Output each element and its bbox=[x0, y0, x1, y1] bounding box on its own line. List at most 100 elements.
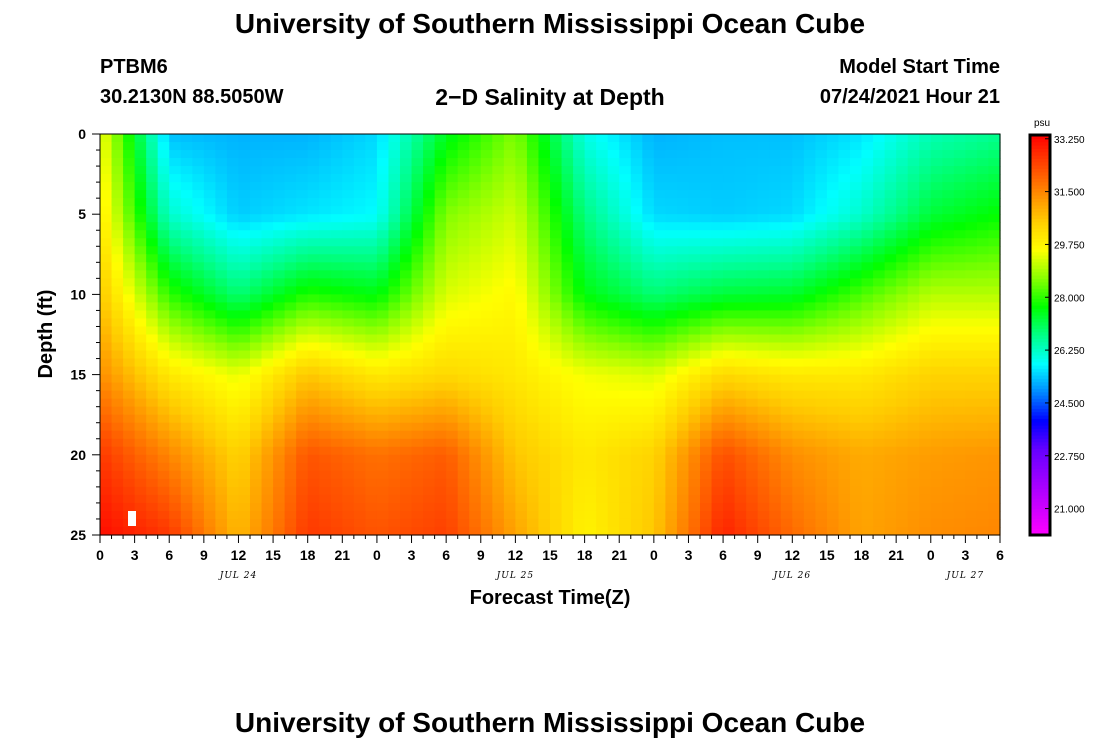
heatmap-cell bbox=[965, 150, 978, 159]
heatmap-cell bbox=[469, 190, 482, 199]
heatmap-cell bbox=[619, 326, 632, 336]
heatmap-cell bbox=[203, 366, 216, 376]
heatmap-cell bbox=[734, 454, 747, 464]
heatmap-cell bbox=[861, 294, 874, 304]
heatmap-cell bbox=[169, 390, 182, 400]
heatmap-cell bbox=[826, 214, 840, 223]
heatmap-cell bbox=[180, 222, 193, 231]
heatmap-cell bbox=[700, 454, 713, 464]
heatmap-cell bbox=[642, 238, 655, 247]
heatmap-cell bbox=[746, 262, 759, 271]
heatmap-cell bbox=[307, 518, 320, 528]
heatmap-cell bbox=[480, 286, 493, 295]
heatmap-cell bbox=[942, 518, 955, 528]
heatmap-cell bbox=[711, 374, 724, 384]
heatmap-cell bbox=[861, 390, 874, 400]
heatmap-cell bbox=[157, 190, 170, 199]
heatmap-cell bbox=[757, 286, 770, 295]
heatmap-cell bbox=[365, 238, 378, 247]
heatmap-cell bbox=[296, 222, 309, 231]
heatmap-cell bbox=[446, 246, 459, 255]
heatmap-cell bbox=[250, 150, 263, 159]
heatmap-cell bbox=[653, 438, 666, 448]
heatmap-cell bbox=[100, 334, 113, 344]
heatmap-cell bbox=[192, 158, 205, 167]
heatmap-cell bbox=[711, 326, 724, 336]
heatmap-cell bbox=[215, 366, 228, 376]
heatmap-cell bbox=[861, 302, 874, 312]
heatmap-cell bbox=[769, 414, 782, 424]
heatmap-cell bbox=[469, 454, 482, 464]
heatmap-cell bbox=[919, 142, 932, 151]
heatmap-cell bbox=[942, 238, 955, 247]
heatmap-cell bbox=[792, 166, 805, 175]
heatmap-cell bbox=[723, 294, 736, 304]
heatmap-cell bbox=[146, 382, 159, 392]
heatmap-cell bbox=[919, 502, 932, 512]
heatmap-cell bbox=[388, 302, 401, 312]
heatmap-cell bbox=[400, 486, 413, 496]
heatmap-cell bbox=[446, 230, 459, 239]
heatmap-cell bbox=[561, 310, 574, 320]
heatmap-cell bbox=[376, 446, 390, 456]
heatmap-cell bbox=[873, 350, 886, 360]
heatmap-cell bbox=[261, 446, 274, 456]
heatmap-cell bbox=[146, 222, 159, 231]
heatmap-cell bbox=[723, 374, 736, 384]
heatmap-cell bbox=[700, 422, 713, 432]
heatmap-cell bbox=[688, 406, 701, 416]
heatmap-cell bbox=[203, 398, 216, 408]
heatmap-cell bbox=[619, 518, 632, 528]
heatmap-cell bbox=[146, 374, 159, 384]
heatmap-cell bbox=[284, 486, 297, 496]
heatmap-cell bbox=[400, 390, 413, 400]
heatmap-cell bbox=[942, 254, 955, 263]
heatmap-cell bbox=[365, 262, 378, 271]
heatmap-cell bbox=[215, 150, 228, 159]
heatmap-cell bbox=[988, 510, 1001, 520]
heatmap-cell bbox=[446, 214, 459, 223]
heatmap-cell bbox=[988, 214, 1001, 223]
heatmap-cell bbox=[388, 430, 401, 440]
heatmap-cell bbox=[861, 366, 874, 376]
heatmap-cell bbox=[111, 318, 124, 328]
heatmap-cell bbox=[284, 134, 297, 143]
heatmap-cell bbox=[919, 278, 932, 287]
heatmap-cell bbox=[642, 198, 655, 207]
heatmap-cell bbox=[619, 390, 632, 400]
heatmap-cell bbox=[146, 398, 159, 408]
heatmap-cell bbox=[988, 206, 1001, 215]
heatmap-cell bbox=[538, 254, 551, 263]
heatmap-cell bbox=[896, 246, 909, 255]
heatmap-cell bbox=[273, 230, 286, 239]
heatmap-cell bbox=[330, 446, 343, 456]
heatmap-cell bbox=[942, 150, 955, 159]
heatmap-cell bbox=[100, 278, 113, 287]
heatmap-cell bbox=[123, 134, 136, 143]
heatmap-cell bbox=[780, 486, 793, 496]
heatmap-cell bbox=[515, 222, 528, 231]
heatmap-cell bbox=[215, 438, 228, 448]
heatmap-cell bbox=[815, 230, 828, 239]
heatmap-cell bbox=[411, 174, 424, 183]
heatmap-cell bbox=[203, 350, 216, 360]
heatmap-cell bbox=[111, 190, 124, 199]
heatmap-cell bbox=[515, 382, 528, 392]
heatmap-cell bbox=[642, 422, 655, 432]
heatmap-cell bbox=[457, 374, 470, 384]
heatmap-cell bbox=[803, 166, 816, 175]
heatmap-cell bbox=[826, 198, 840, 207]
heatmap-cell bbox=[919, 166, 932, 175]
heatmap-cell bbox=[873, 254, 886, 263]
heatmap-cell bbox=[307, 214, 320, 223]
heatmap-cell bbox=[653, 174, 666, 183]
heatmap-cell bbox=[330, 486, 343, 496]
heatmap-cell bbox=[711, 142, 724, 151]
heatmap-cell bbox=[803, 278, 816, 287]
heatmap-cell bbox=[700, 446, 713, 456]
heatmap-cell bbox=[930, 462, 943, 472]
heatmap-cell bbox=[296, 502, 309, 512]
heatmap-cell bbox=[157, 462, 170, 472]
heatmap-cell bbox=[111, 166, 124, 175]
heatmap-cell bbox=[596, 406, 609, 416]
